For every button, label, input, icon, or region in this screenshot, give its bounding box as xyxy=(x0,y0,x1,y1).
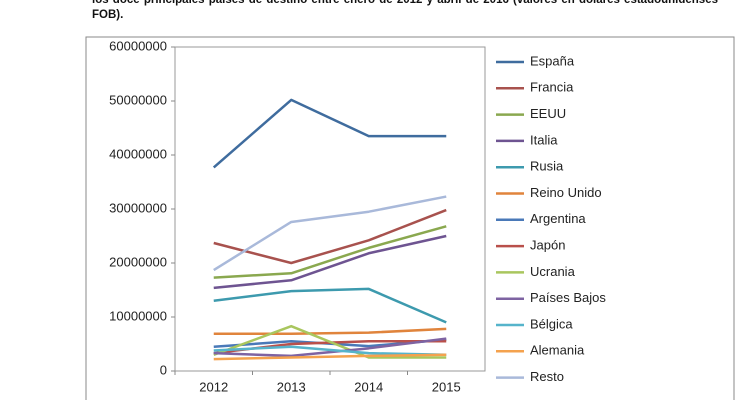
chart-title: los doce principales países de destino e… xyxy=(92,0,718,21)
legend-label: Rusia xyxy=(530,159,564,174)
series-line xyxy=(213,327,447,335)
legend-label: Ucrania xyxy=(530,264,576,279)
x-tick-label: 2013 xyxy=(277,379,306,394)
series-line xyxy=(213,324,447,359)
y-tick-label: 20000000 xyxy=(109,254,167,269)
legend-label: España xyxy=(530,53,575,68)
series-line xyxy=(213,337,447,358)
series-line xyxy=(213,345,447,357)
legend-label: Argentina xyxy=(530,211,586,226)
chart-border xyxy=(85,36,735,400)
series-line xyxy=(213,208,447,265)
x-tick-label: 2012 xyxy=(199,379,228,394)
y-tick-label: 30000000 xyxy=(109,200,167,215)
y-tick-label: 50000000 xyxy=(109,92,167,107)
legend-label: Bélgica xyxy=(530,316,573,331)
legend-label: Reino Unido xyxy=(530,185,602,200)
y-tick-label: 60000000 xyxy=(109,38,167,53)
series-line xyxy=(213,287,447,324)
plot-area xyxy=(174,46,486,372)
legend-label: Italia xyxy=(530,132,558,147)
y-tick-label: 40000000 xyxy=(109,146,167,161)
legend-label: EEUU xyxy=(530,106,566,121)
series-line xyxy=(213,225,447,279)
y-tick-label: 10000000 xyxy=(109,308,167,323)
x-tick-label: 2015 xyxy=(432,379,461,394)
series-line xyxy=(213,353,447,361)
y-tick-label: 0 xyxy=(160,362,167,377)
legend-label: Resto xyxy=(530,369,564,384)
series-line xyxy=(212,98,447,169)
legend-label: Países Bajos xyxy=(530,290,606,305)
legend-label: Alemania xyxy=(530,343,585,358)
legend-label: Francia xyxy=(530,80,574,95)
legend-label: Japón xyxy=(530,238,565,253)
series-line xyxy=(213,195,447,272)
series-line xyxy=(213,234,447,290)
x-tick-label: 2014 xyxy=(354,379,383,394)
